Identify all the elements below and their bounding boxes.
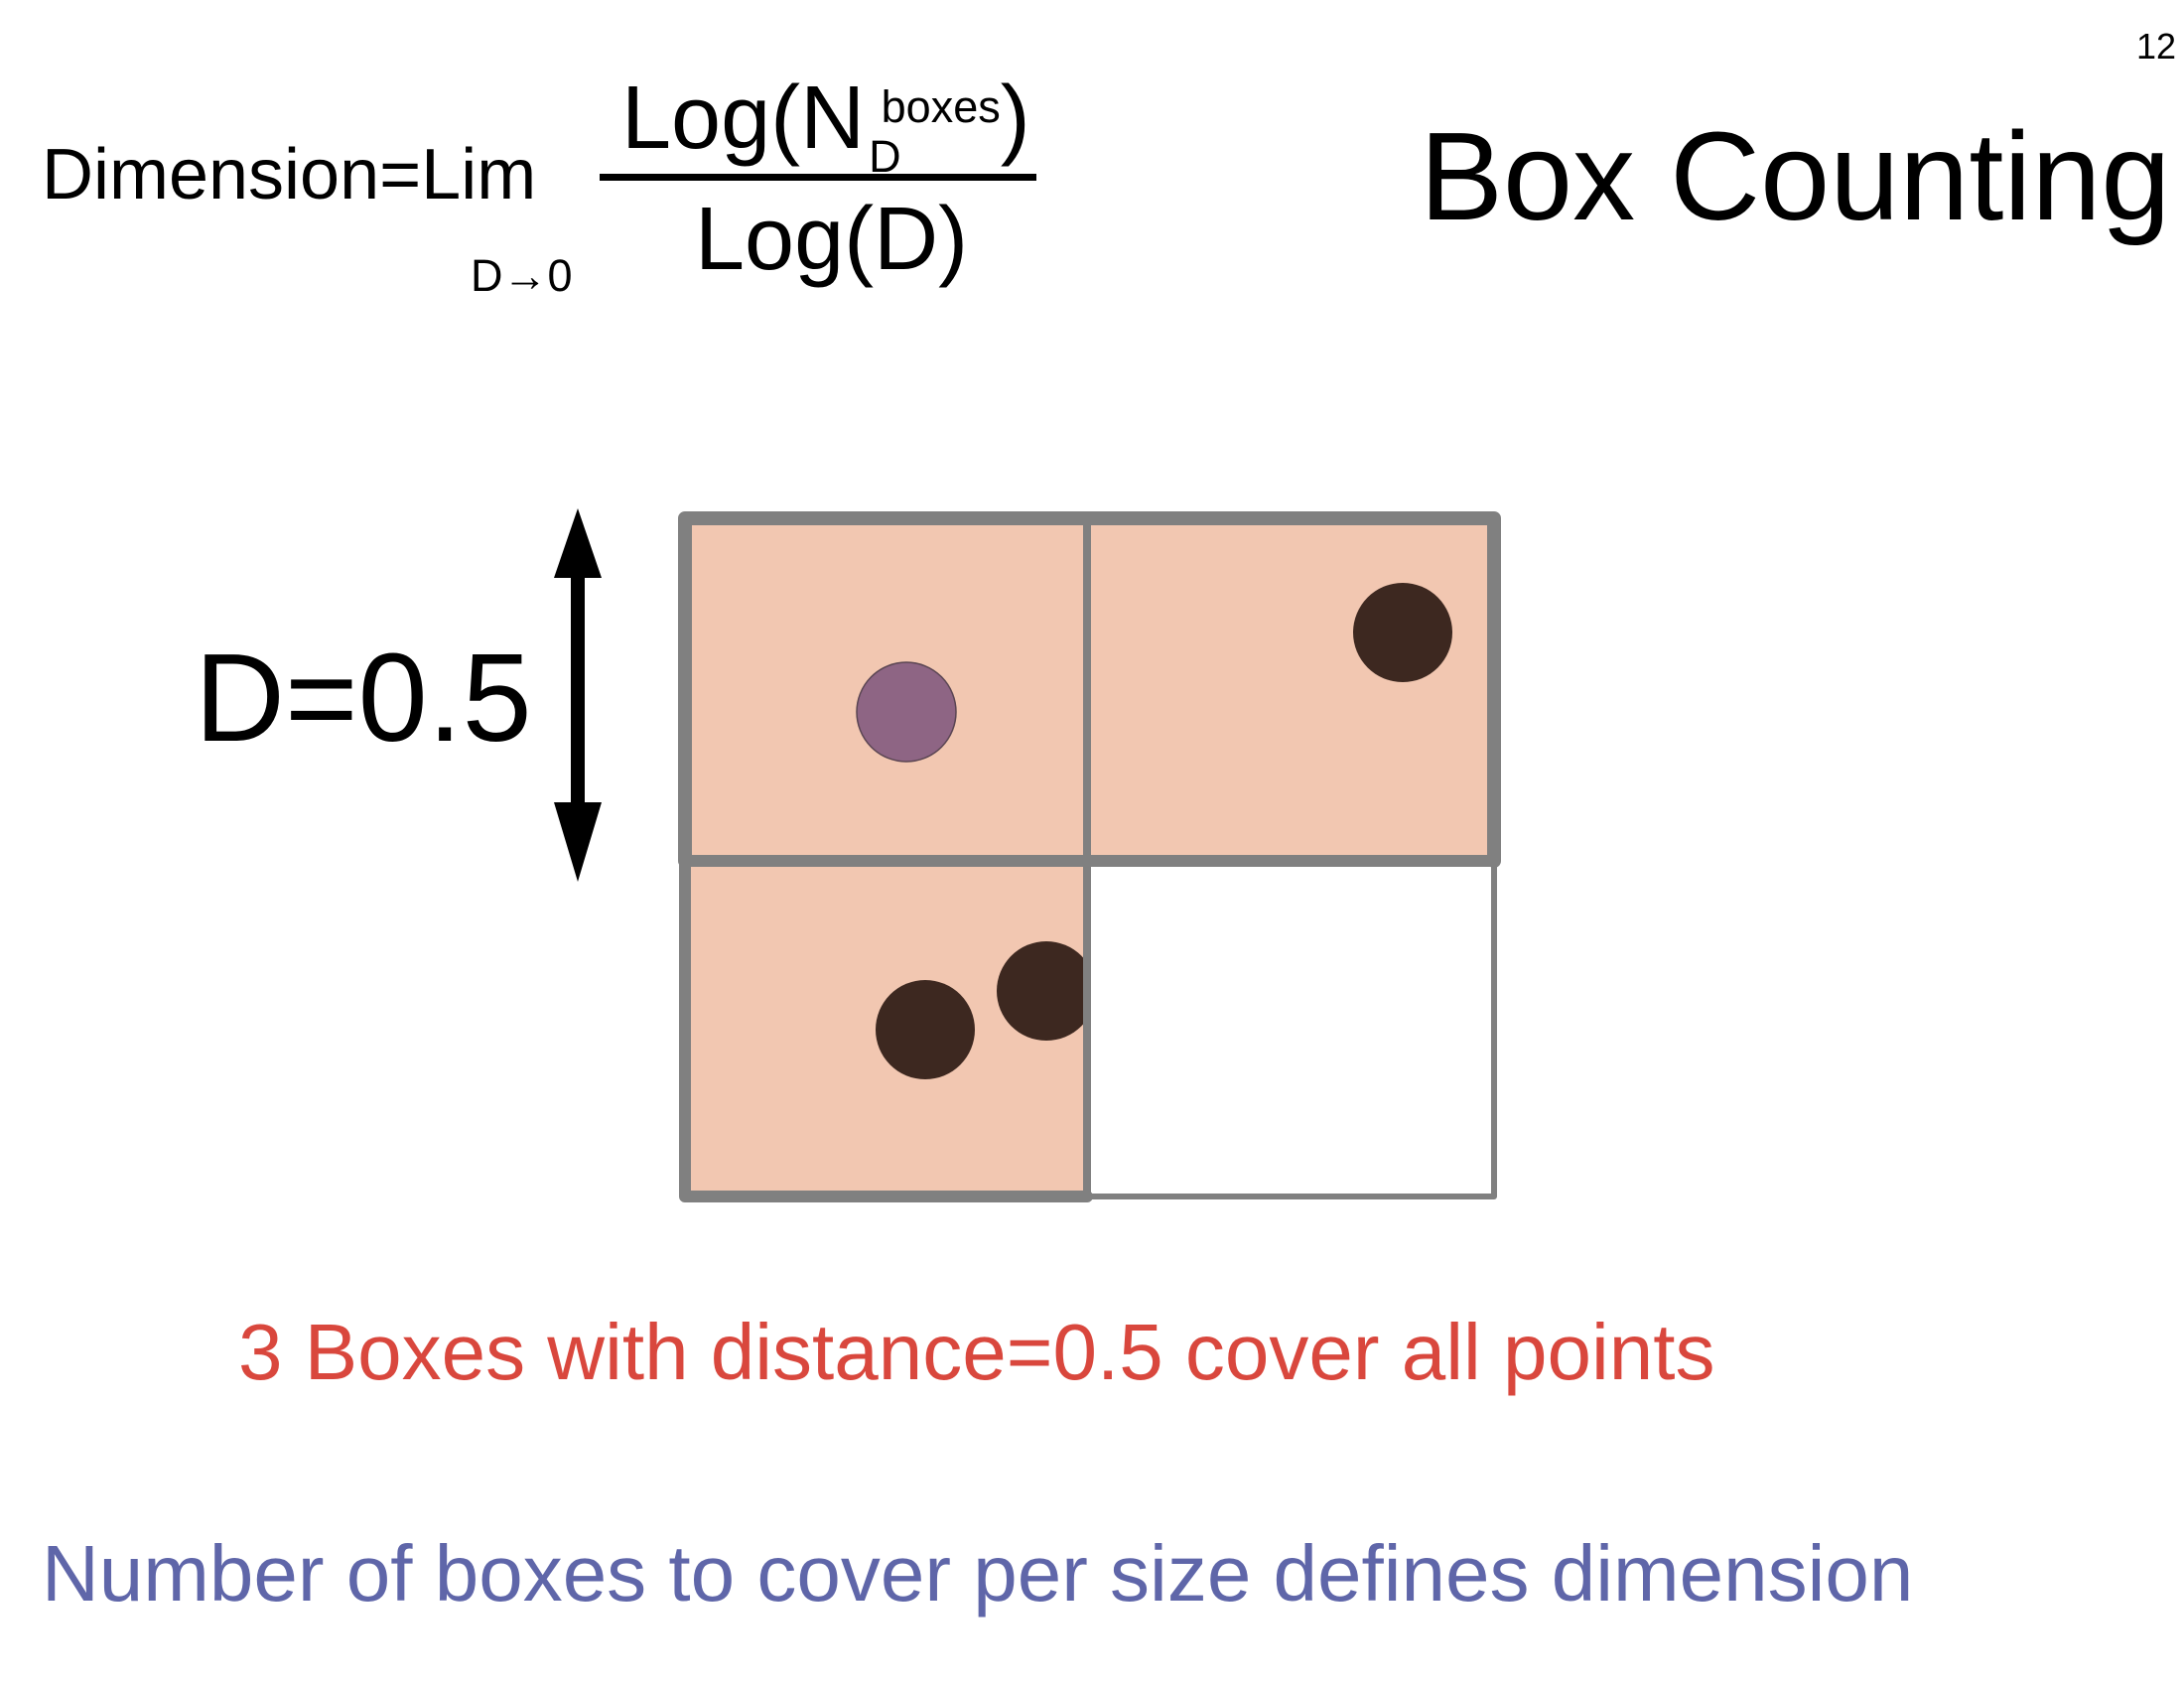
caption-boxes-cover: 3 Boxes with distance=0.5 cover all poin… bbox=[238, 1308, 1715, 1396]
box-top-right bbox=[1087, 518, 1494, 861]
numerator-close: ) bbox=[1000, 69, 1030, 168]
numerator-superscript: boxes bbox=[881, 81, 1001, 132]
point-dark bbox=[997, 941, 1087, 1041]
grid-lines bbox=[678, 511, 1501, 1202]
point-dark bbox=[1353, 583, 1452, 682]
point-dark bbox=[876, 980, 975, 1079]
caption-dimension-definition: Number of boxes to cover per size define… bbox=[42, 1529, 1914, 1618]
point-purple bbox=[856, 661, 957, 763]
box-bottom-right bbox=[1087, 861, 1494, 1196]
numerator-main: Log(N bbox=[621, 69, 866, 168]
distance-arrow-icon bbox=[554, 508, 602, 882]
page-number: 12 bbox=[2135, 26, 2176, 67]
formula-limit-subscript: D→0 bbox=[471, 250, 573, 301]
distance-label: D=0.5 bbox=[195, 628, 532, 768]
formula-denominator: Log(D) bbox=[695, 190, 969, 289]
numerator-subscript: D bbox=[869, 131, 901, 182]
formula-lhs: Dimension=Lim bbox=[42, 135, 537, 214]
fraction-bar bbox=[600, 174, 1036, 181]
formula-numerator: Log(NDboxes) bbox=[621, 73, 1030, 179]
slide-title: Box Counting bbox=[1420, 106, 2171, 246]
